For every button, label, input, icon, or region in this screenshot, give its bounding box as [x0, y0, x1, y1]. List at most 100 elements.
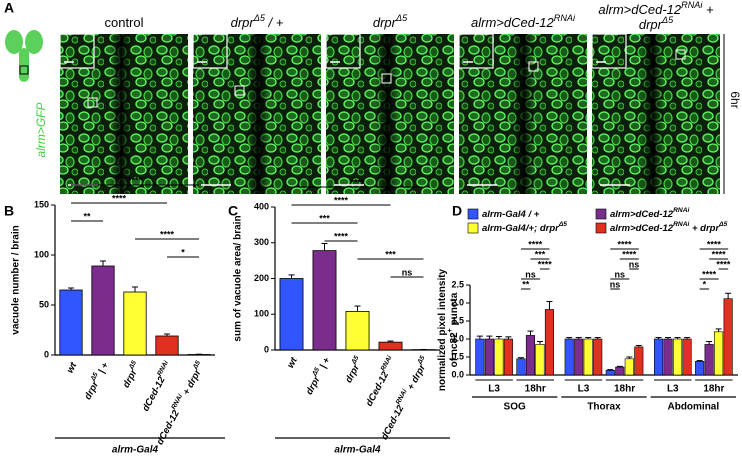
error-bar	[674, 337, 681, 339]
icon-lobe	[5, 30, 23, 54]
bar	[583, 338, 593, 376]
error-bar	[715, 328, 722, 332]
y-tick-label: 2.5	[451, 279, 464, 289]
y-tick-label: 200	[254, 273, 269, 283]
error-bar	[607, 369, 614, 371]
bar	[564, 338, 574, 376]
x-tick-label: drprΔ5	[119, 360, 143, 390]
midline	[110, 34, 132, 194]
significance-label: *	[181, 247, 185, 257]
error-bar	[68, 287, 74, 290]
bar	[723, 298, 733, 376]
midline	[376, 34, 398, 194]
significance-label: ****	[128, 175, 143, 185]
significance-label: ****	[350, 177, 365, 187]
error-bar	[321, 242, 328, 251]
significance-label: *	[703, 279, 707, 289]
y-tick-label: 300	[254, 237, 269, 247]
error-bar	[546, 301, 553, 310]
y-tick-label: 50	[39, 299, 49, 309]
significance-label: ****	[334, 231, 349, 241]
text-part: Δ5	[350, 355, 361, 367]
error-bar	[486, 335, 493, 339]
y-tick-label: 150	[34, 199, 49, 209]
midline	[513, 34, 535, 194]
text-part: + drpr	[404, 361, 428, 394]
text-part: Δ5	[416, 355, 427, 367]
y-tick-label: 1.0	[451, 333, 464, 343]
y-tick-label: 2.0	[451, 297, 464, 307]
y-axis-label: of nc82+ puncta	[447, 292, 459, 367]
error-bar	[100, 260, 106, 266]
column-label: control	[104, 15, 143, 30]
legend-label: alrm>dCed-12RNAi	[610, 207, 689, 219]
x-tick-label: wt	[64, 360, 79, 375]
error-bar	[164, 333, 170, 336]
text-part: dCed-12	[379, 403, 407, 442]
significance-label: ns	[615, 269, 626, 279]
x-tick-label: wt	[285, 355, 300, 370]
text-part: drpr	[231, 15, 255, 30]
text-part: RNAi	[554, 13, 576, 23]
bar	[279, 278, 304, 351]
midline	[642, 34, 664, 194]
error-bar	[387, 340, 394, 343]
significance-label: ns	[525, 269, 536, 279]
text-part: dCed-12	[154, 408, 182, 447]
significance-label: ***	[385, 249, 396, 259]
text-part: Δ5	[89, 371, 100, 383]
bar	[484, 338, 494, 376]
text-part: alrm>dCed-12	[610, 223, 674, 234]
error-bar	[566, 337, 573, 339]
text-part: normalized pixel intensity	[437, 268, 448, 391]
error-bar	[616, 365, 623, 368]
column-label: drprΔ5	[639, 15, 674, 32]
y-axis-label: sum of vacuole area/ brain	[233, 215, 244, 341]
midline	[247, 34, 269, 194]
time-label: 6hr	[728, 91, 742, 108]
error-bar	[517, 357, 524, 359]
text-part: puncta	[449, 292, 460, 328]
text-part: Δ5	[128, 360, 139, 372]
text-part: alrm>dCed-12	[471, 15, 555, 30]
bar	[525, 335, 536, 376]
x-tick-label: 18hr	[525, 384, 546, 395]
bar	[634, 346, 644, 376]
legend-swatch	[595, 208, 607, 220]
x-axis-label: alrm-Gal4	[334, 445, 381, 456]
group-label: Thorax	[587, 402, 621, 413]
significance-label: ****	[716, 259, 731, 269]
text-part: control	[104, 15, 143, 30]
inset	[591, 33, 627, 69]
column-label: alrm>dCed-12RNAi	[471, 13, 576, 30]
inset	[192, 33, 228, 69]
icon-cord	[19, 48, 29, 82]
group-label: Abdominal	[667, 402, 719, 413]
y-axis-label: normalized pixel intensity	[437, 268, 448, 391]
legend-label: alrm-Gal4 / +	[482, 209, 540, 220]
significance-label: ****	[528, 239, 543, 249]
legend-swatch	[595, 222, 607, 234]
significance-label: ****	[538, 259, 553, 269]
bar	[91, 265, 115, 356]
error-bar	[706, 341, 713, 345]
significance-label: ****	[707, 239, 722, 249]
error-bar	[696, 360, 703, 362]
y-tick-label: 100	[254, 309, 269, 319]
error-bar	[594, 337, 601, 339]
significance-label: ***	[319, 213, 330, 223]
text-part: drpr	[639, 17, 663, 32]
x-tick-label: L3	[578, 384, 590, 395]
y-tick-label: 0.0	[451, 369, 464, 379]
x-tick-label: drprΔ5	[342, 355, 366, 385]
y-tick-label: 0	[44, 349, 49, 359]
bar	[653, 338, 664, 376]
bar	[155, 335, 179, 356]
text-part: RNAi	[380, 355, 394, 373]
bar	[475, 338, 485, 376]
text-part: wt	[64, 360, 79, 375]
bar	[593, 338, 603, 376]
x-tick-label: 18hr	[614, 384, 635, 395]
roi-box	[234, 85, 245, 96]
